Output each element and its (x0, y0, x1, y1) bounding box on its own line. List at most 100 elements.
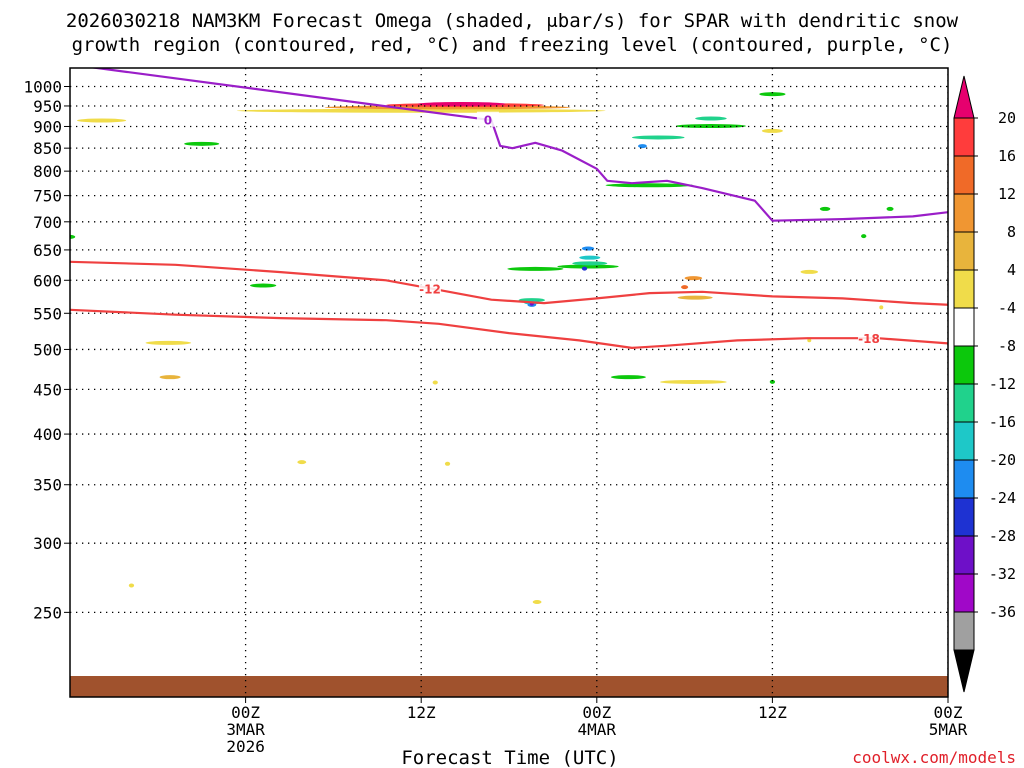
dgz-neg12-line (70, 260, 948, 306)
dgz-neg18-label-bg (857, 330, 880, 346)
dgz-neg12-label-bg (418, 280, 441, 296)
omega-pos-hr-neg3 (297, 460, 307, 465)
colorbar-label: 4 (1007, 261, 1016, 279)
x-tick-label: 00Z (582, 703, 611, 722)
colorbar-label: -4 (998, 299, 1016, 317)
colorbar-label: 8 (1007, 223, 1016, 241)
colorbar-label: -8 (998, 337, 1016, 355)
x-tick-label: 3MAR (226, 720, 265, 739)
colorbar-swatch (953, 193, 975, 233)
plot-inner: -18 -12 0 (70, 68, 1024, 697)
y-tick-label: 550 (33, 304, 62, 323)
y-tick-label: 800 (33, 162, 62, 181)
omega-neg-right-low (675, 124, 747, 129)
omega-pos-hr-42 (994, 207, 1008, 211)
colorbar-top-arrow (953, 75, 975, 119)
colorbar-swatch (953, 421, 975, 461)
omega-neg-tower-b-p (581, 266, 588, 271)
colorbar-swatch (953, 459, 975, 499)
colorbar-swatch (953, 155, 975, 195)
omega-neg-hr-33 (819, 206, 831, 211)
colorbar-swatch (953, 117, 975, 157)
omega-neg-tower-c-low (605, 183, 694, 188)
y-tick-label: 900 (33, 117, 62, 136)
omega-pos-hr-17 (532, 600, 542, 605)
plot-area: -18 -12 0 (70, 68, 1024, 697)
colorbar-swatch (953, 611, 975, 651)
omega-pos-hr-38 (879, 305, 884, 310)
omega-neg-tower-b-d (581, 246, 595, 251)
omega-neg-tower-b (557, 264, 619, 269)
x-tick-label: 12Z (407, 703, 436, 722)
colorbar-bottom-arrow (953, 649, 975, 693)
omega-neg-tower-c-low-t (631, 135, 685, 140)
omega-neg-hr-30-mid (769, 379, 776, 384)
omega-pos-tower-d-o (677, 295, 713, 300)
colorbar-swatch (953, 269, 975, 309)
omega-pos-tower-d (660, 379, 727, 384)
x-tick-label: 00Z (231, 703, 260, 722)
y-tick-label: 950 (33, 97, 62, 116)
colorbar-label: 16 (998, 147, 1016, 165)
y-tick-label: 250 (33, 603, 62, 622)
y-tick-label: 650 (33, 241, 62, 260)
y-tick-label: 450 (33, 380, 62, 399)
omega-pos-low-left (77, 118, 127, 123)
omega-neg-hr-0 (249, 283, 277, 288)
omega-neg-right-low-t (695, 116, 727, 121)
omega-neg-hr-neg10 (70, 234, 76, 239)
omega-pos-hr-neg8 (145, 340, 192, 345)
x-tick-label: 00Z (934, 703, 963, 722)
freezing-level-0-line (88, 68, 948, 222)
omega-neg-hr-30-thin (759, 92, 786, 97)
colorbar-label: -36 (989, 603, 1016, 621)
y-tick-label: 300 (33, 534, 62, 553)
omega-pos-hr-neg8-core (159, 375, 181, 380)
x-tick-label: 2026 (226, 737, 265, 756)
omega-pos-hr-8-mid (432, 380, 438, 385)
omega-neg-low-left (184, 141, 220, 146)
chart-title-line1: 2026030218 NAM3KM Forecast Omega (shaded… (66, 10, 959, 32)
omega-neg-hr-36 (861, 234, 867, 239)
colorbar-label: -20 (989, 451, 1016, 469)
freezing-level-0-label-bg (476, 111, 499, 127)
colorbar-label: -16 (989, 413, 1016, 431)
colorbar-swatch (953, 497, 975, 537)
plot-frame (69, 67, 949, 698)
colorbar-label: -24 (989, 489, 1016, 507)
x-tick-label: 12Z (758, 703, 787, 722)
x-tick-label: 4MAR (578, 720, 617, 739)
omega-pos-tower-d-r (681, 285, 689, 290)
y-tick-label: 1000 (23, 78, 62, 97)
omega-neg-tower-b-c (572, 261, 608, 266)
colorbar-swatch (953, 345, 975, 385)
colorbar-swatch (953, 383, 975, 423)
colorbar-label: 12 (998, 185, 1016, 203)
y-tick-label: 700 (33, 213, 62, 232)
axes: 250 300 350 400 450 500 550 600 650 700 750 800 850 9… (23, 67, 968, 756)
omega-neg-tower-a (507, 266, 564, 271)
omega-neg-hr-44-low (1020, 163, 1024, 167)
chart-title-line2: growth region (contoured, red, °C) and f… (72, 34, 953, 56)
freezing-level-0-label: 0 (484, 114, 492, 128)
x-axis-label: Forecast Time (UTC) (401, 747, 618, 768)
colorbar-swatch (953, 307, 975, 347)
y-tick-label: 850 (33, 139, 62, 158)
omega-pos-hr-30 (761, 128, 783, 133)
omega-neg-hr-36b (886, 206, 894, 211)
omega-neg-tower-c-low-b (638, 144, 647, 149)
colorbar-label: -32 (989, 565, 1016, 583)
colorbar-label: 20 (998, 109, 1016, 127)
colorbar-label: -28 (989, 527, 1016, 545)
y-tick-label: 350 (33, 476, 62, 495)
colorbar-label: -12 (989, 375, 1016, 393)
watermark: coolwx.com/models (852, 748, 1016, 767)
colorbar-swatch (953, 535, 975, 575)
omega-neg-tower-b-b (579, 255, 601, 260)
omega-neg-tower-c (610, 375, 646, 380)
y-tick-label: 600 (33, 271, 62, 290)
y-tick-label: 750 (33, 187, 62, 206)
dgz-neg12-label: -12 (419, 282, 441, 296)
omega-pos-hr-10-small (444, 461, 451, 466)
